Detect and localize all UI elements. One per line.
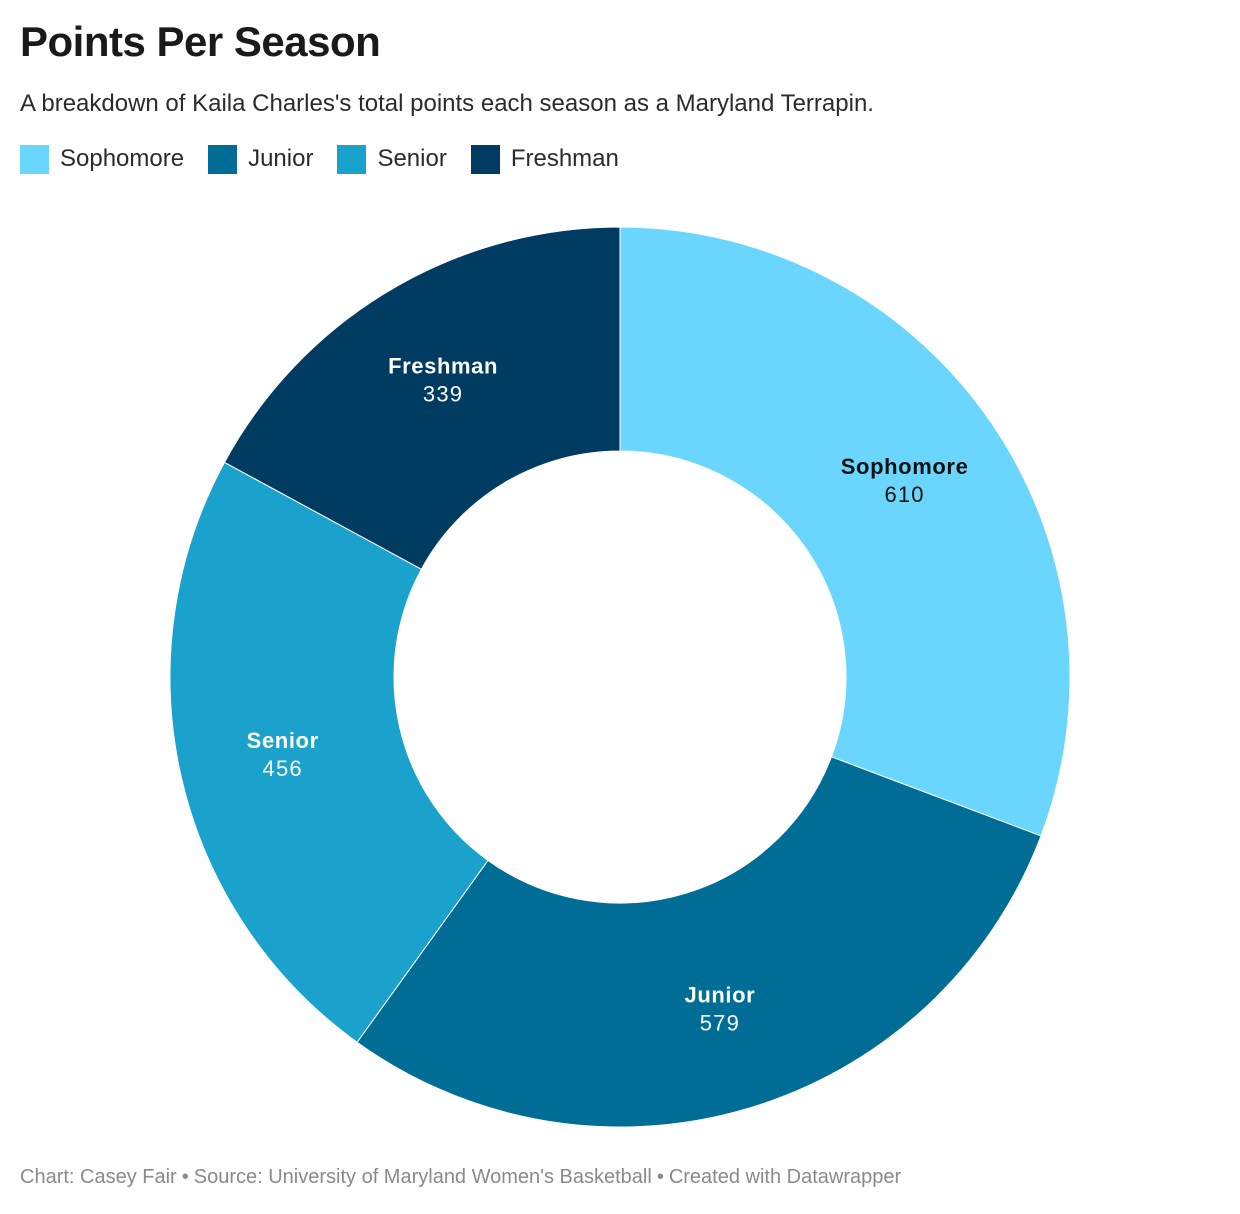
chart-legend: Sophomore Junior Senior Freshman [20,142,619,176]
chart-subtitle: A breakdown of Kaila Charles's total poi… [20,90,874,117]
footer-chart-credit: Chart: Casey Fair [20,1166,177,1188]
legend-swatch-senior [337,144,367,174]
legend-item-junior: Junior [208,142,313,176]
chart-footer: Chart: Casey Fair • Source: University of … [20,1166,901,1189]
chart-title: Points Per Season [20,18,381,65]
footer-separator: • [656,1166,664,1188]
slice-value-senior: 456 [263,756,303,781]
donut-slice-senior [169,461,489,1043]
slice-value-sophomore: 610 [884,482,924,507]
legend-label-sophomore: Sophomore [60,145,185,172]
slice-value-junior: 579 [700,1010,740,1035]
footer-separator: • [181,1166,189,1188]
legend-swatch-sophomore [20,144,49,174]
slice-label-junior: Junior [685,982,756,1007]
footer-tool: Created with Datawrapper [668,1166,902,1188]
donut-slice-sophomore [619,226,1071,837]
legend-item-senior: Senior [337,142,447,176]
legend-label-senior: Senior [377,145,447,172]
slice-label-senior: Senior [247,728,319,753]
footer-source: Source: University of Maryland Women's B… [193,1166,652,1188]
donut-slice-junior [356,756,1042,1128]
slice-label-sophomore: Sophomore [841,454,969,479]
legend-swatch-freshman [470,144,500,174]
legend-label-freshman: Freshman [510,145,619,172]
donut-slice-freshman [223,226,621,570]
legend-label-junior: Junior [248,145,314,172]
legend-item-freshman: Freshman [470,142,619,176]
legend-swatch-junior [208,144,238,174]
legend-item-sophomore: Sophomore [20,142,184,176]
slice-label-freshman: Freshman [388,354,498,379]
slice-value-freshman: 339 [423,382,463,407]
